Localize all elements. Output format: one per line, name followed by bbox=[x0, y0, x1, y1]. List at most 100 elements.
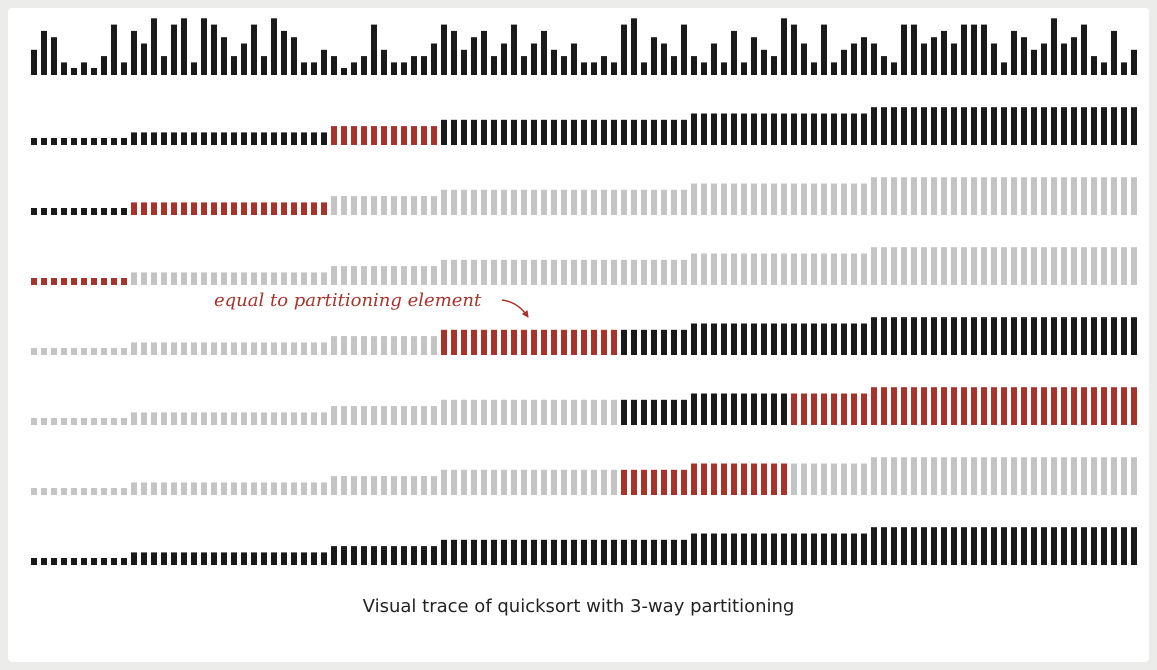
trace-bar bbox=[271, 342, 277, 355]
trace-bar bbox=[761, 49, 767, 75]
trace-bar bbox=[891, 107, 897, 145]
trace-bar bbox=[741, 253, 747, 285]
trace-bar bbox=[371, 336, 377, 355]
trace-bar bbox=[71, 488, 77, 495]
trace-bar bbox=[401, 546, 407, 565]
trace-bar bbox=[1031, 177, 1037, 215]
trace-bar bbox=[1051, 107, 1057, 145]
trace-bar bbox=[681, 399, 687, 425]
trace-bar bbox=[71, 208, 77, 215]
trace-bar bbox=[421, 546, 427, 565]
trace-bar bbox=[511, 539, 517, 565]
trace-bar bbox=[541, 119, 547, 145]
trace-bar bbox=[701, 253, 707, 285]
trace-bar bbox=[211, 552, 217, 565]
trace-bar bbox=[681, 189, 687, 215]
trace-bar bbox=[391, 546, 397, 565]
trace-bar bbox=[1091, 527, 1097, 565]
trace-bar bbox=[151, 132, 157, 145]
trace-bar bbox=[1081, 177, 1087, 215]
trace-bar bbox=[961, 387, 967, 425]
trace-bar bbox=[531, 259, 537, 285]
trace-bar bbox=[861, 37, 867, 75]
trace-bar bbox=[1011, 247, 1017, 285]
trace-bar bbox=[561, 469, 567, 495]
trace-bar bbox=[571, 399, 577, 425]
trace-bar bbox=[61, 418, 67, 425]
trace-bar bbox=[641, 399, 647, 425]
trace-bar bbox=[961, 107, 967, 145]
trace-bar bbox=[201, 132, 207, 145]
trace-bar bbox=[531, 43, 537, 75]
trace-bar bbox=[141, 482, 147, 495]
trace-bar bbox=[591, 259, 597, 285]
trace-bar bbox=[881, 527, 887, 565]
trace-bar bbox=[581, 469, 587, 495]
trace-bar bbox=[621, 469, 627, 495]
trace-bar bbox=[801, 253, 807, 285]
trace-bar bbox=[881, 317, 887, 355]
trace-bar bbox=[931, 177, 937, 215]
trace-bar bbox=[701, 533, 707, 565]
trace-bar bbox=[601, 189, 607, 215]
trace-bar bbox=[611, 259, 617, 285]
trace-bar bbox=[791, 323, 797, 355]
trace-bar bbox=[691, 113, 697, 145]
trace-bar bbox=[971, 24, 977, 76]
trace-bar bbox=[741, 323, 747, 355]
trace-bar bbox=[801, 393, 807, 425]
trace-bar bbox=[481, 119, 487, 145]
trace-bar bbox=[1111, 317, 1117, 355]
trace-bar bbox=[161, 56, 167, 75]
trace-bar bbox=[811, 463, 817, 495]
trace-bar bbox=[821, 113, 827, 145]
trace-bar bbox=[81, 278, 87, 285]
trace-bar bbox=[141, 43, 147, 75]
trace-bar bbox=[361, 266, 367, 285]
trace-row bbox=[31, 247, 1137, 285]
trace-bar bbox=[131, 342, 137, 355]
trace-bar bbox=[101, 488, 107, 495]
trace-bar bbox=[921, 457, 927, 495]
trace-bar bbox=[781, 533, 787, 565]
trace-bar bbox=[851, 43, 857, 75]
trace-bar bbox=[611, 329, 617, 355]
trace-bar bbox=[581, 119, 587, 145]
trace-bar bbox=[201, 202, 207, 215]
trace-bar bbox=[101, 208, 107, 215]
trace-bar bbox=[1091, 247, 1097, 285]
trace-bar bbox=[801, 463, 807, 495]
trace-bar bbox=[741, 393, 747, 425]
trace-bar bbox=[1071, 387, 1077, 425]
trace-bar bbox=[61, 558, 67, 565]
trace-bar bbox=[491, 399, 497, 425]
trace-bar bbox=[1111, 457, 1117, 495]
trace-bar bbox=[1091, 177, 1097, 215]
trace-bar bbox=[131, 552, 137, 565]
trace-bar bbox=[571, 189, 577, 215]
trace-bar bbox=[961, 527, 967, 565]
trace-bar bbox=[181, 202, 187, 215]
trace-bar bbox=[371, 546, 377, 565]
trace-bar bbox=[241, 43, 247, 75]
trace-bar bbox=[701, 393, 707, 425]
trace-bar bbox=[311, 62, 317, 75]
trace-bar bbox=[471, 189, 477, 215]
trace-bar bbox=[481, 329, 487, 355]
trace-bar bbox=[91, 418, 97, 425]
trace-bar bbox=[231, 202, 237, 215]
trace-bar bbox=[181, 18, 187, 75]
trace-bar bbox=[271, 18, 277, 75]
trace-bar bbox=[341, 126, 347, 145]
trace-bar bbox=[1061, 177, 1067, 215]
trace-bar bbox=[231, 412, 237, 425]
trace-bar bbox=[371, 476, 377, 495]
trace-bar bbox=[331, 266, 337, 285]
trace-bar bbox=[641, 539, 647, 565]
trace-bar bbox=[231, 56, 237, 75]
trace-bar bbox=[951, 457, 957, 495]
trace-bar bbox=[861, 253, 867, 285]
trace-bar bbox=[431, 43, 437, 75]
trace-bar bbox=[1081, 24, 1087, 76]
trace-bar bbox=[1041, 177, 1047, 215]
